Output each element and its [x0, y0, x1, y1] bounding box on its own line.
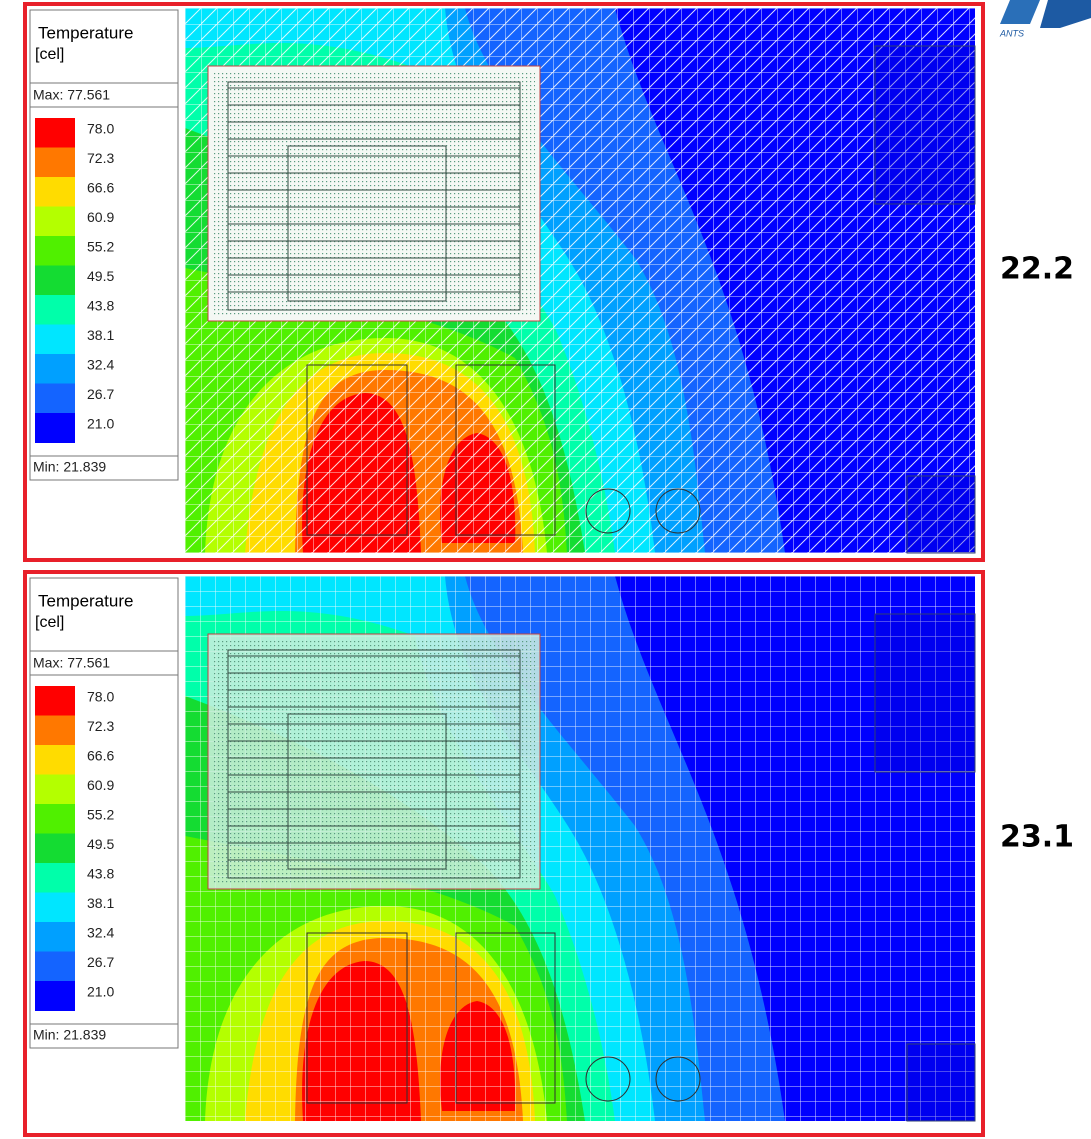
legend-label: 49.5: [87, 836, 114, 852]
outline: [306, 932, 408, 1104]
outline: [287, 145, 447, 302]
legend-swatch: [35, 354, 75, 384]
legend-min: Min: 21.839: [33, 459, 106, 475]
legend-label: 38.1: [87, 327, 114, 343]
outline: [227, 81, 521, 311]
result-panel: Temperature [cel] Max: 77.561 78.0 72.3 66.6 6…: [23, 2, 1074, 562]
outline: [455, 364, 556, 536]
legend-label: 49.5: [87, 268, 114, 284]
legend-label: 72.3: [87, 150, 114, 166]
outline: [306, 364, 408, 536]
contour-plot: [185, 576, 976, 1122]
fin-dots: [213, 73, 535, 315]
legend-label: 60.9: [87, 209, 114, 225]
legend-label: 43.8: [87, 866, 114, 882]
legend-swatch: [35, 413, 75, 443]
result-panel: Temperature [cel] Max: 77.561 78.0 72.3 66.6 6…: [23, 570, 1074, 1137]
panel-label: 23.1: [1000, 820, 1074, 855]
panel-border: [23, 2, 985, 562]
legend-label: 32.4: [87, 357, 114, 373]
outline: [655, 1056, 701, 1102]
legend-swatch: [35, 295, 75, 325]
legend-swatch: [35, 804, 75, 834]
legend-swatch: [35, 863, 75, 893]
legend-max: Max: 77.561: [33, 655, 110, 671]
logo: ANTS: [999, 0, 1091, 38]
legend-swatch: [35, 774, 75, 805]
legend-label: 78.0: [87, 689, 114, 705]
contour-plot: [185, 8, 976, 554]
legend-swatch: [35, 951, 75, 982]
logo-text: ANTS: [999, 28, 1024, 38]
legend-label: 43.8: [87, 298, 114, 314]
legend-label: 55.2: [87, 239, 114, 255]
legend-swatch: [35, 833, 75, 864]
legend-swatch: [35, 383, 75, 414]
legend-swatch: [35, 177, 75, 207]
outline: [455, 932, 556, 1104]
outline: [906, 475, 976, 554]
legend-label: 78.0: [87, 121, 114, 137]
legend-swatch: [35, 892, 75, 923]
legend-unit: [cel]: [35, 46, 64, 63]
legend-swatch: [35, 981, 75, 1011]
fin-dots: [213, 641, 535, 883]
legend-label: 26.7: [87, 954, 114, 970]
panel-label: 22.2: [1000, 252, 1074, 287]
legend-swatch: [35, 686, 75, 716]
legend-swatch: [35, 715, 75, 746]
legend-swatch: [35, 922, 75, 952]
legend-title: Temperature: [38, 591, 133, 610]
outline: [906, 1043, 976, 1122]
panel-border: [23, 570, 985, 1137]
legend-label: 21.0: [87, 416, 114, 432]
legend-swatch: [35, 324, 75, 355]
legend-swatch: [35, 265, 75, 296]
legend-swatch: [35, 118, 75, 148]
legend-unit: [cel]: [35, 614, 64, 631]
legend-label: 72.3: [87, 718, 114, 734]
legend-label: 38.1: [87, 895, 114, 911]
outline: [874, 613, 976, 773]
outline: [585, 1056, 631, 1102]
legend-max: Max: 77.561: [33, 87, 110, 103]
legend-label: 60.9: [87, 777, 114, 793]
legend-label: 66.6: [87, 748, 114, 764]
outline: [874, 45, 976, 205]
legend-min: Min: 21.839: [33, 1027, 106, 1043]
legend-label: 55.2: [87, 807, 114, 823]
outline: [227, 649, 521, 879]
legend-swatch: [35, 745, 75, 775]
legend-label: 21.0: [87, 984, 114, 1000]
legend-label: 32.4: [87, 925, 114, 941]
legend-label: 66.6: [87, 180, 114, 196]
outline: [287, 713, 447, 870]
legend-label: 26.7: [87, 386, 114, 402]
outline: [585, 488, 631, 534]
outline: [655, 488, 701, 534]
legend-title: Temperature: [38, 23, 133, 42]
legend-swatch: [35, 236, 75, 266]
legend-swatch: [35, 147, 75, 178]
legend-swatch: [35, 206, 75, 237]
